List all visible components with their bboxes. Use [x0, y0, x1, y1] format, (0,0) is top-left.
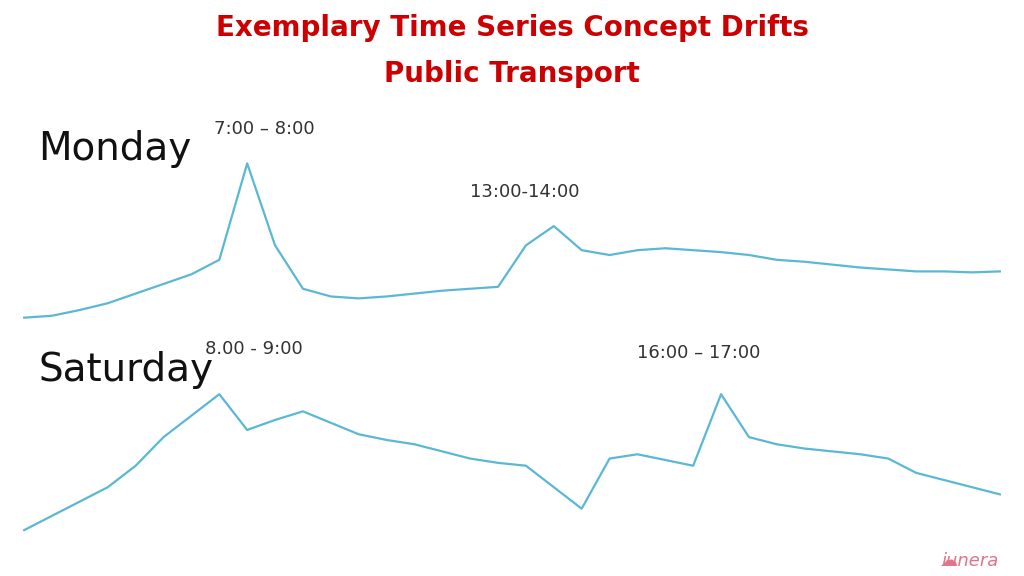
Text: ☁: ☁ — [939, 552, 957, 570]
Text: Exemplary Time Series Concept Drifts: Exemplary Time Series Concept Drifts — [215, 14, 809, 43]
Text: 8.00 - 9:00: 8.00 - 9:00 — [206, 340, 303, 358]
Text: 13:00-14:00: 13:00-14:00 — [470, 183, 580, 201]
Text: Saturday: Saturday — [38, 351, 213, 389]
Text: Monday: Monday — [38, 130, 191, 168]
Text: Public Transport: Public Transport — [384, 60, 640, 89]
Text: 7:00 – 8:00: 7:00 – 8:00 — [214, 120, 314, 138]
Text: 16:00 – 17:00: 16:00 – 17:00 — [637, 344, 761, 362]
Text: iunera: iunera — [941, 552, 998, 570]
